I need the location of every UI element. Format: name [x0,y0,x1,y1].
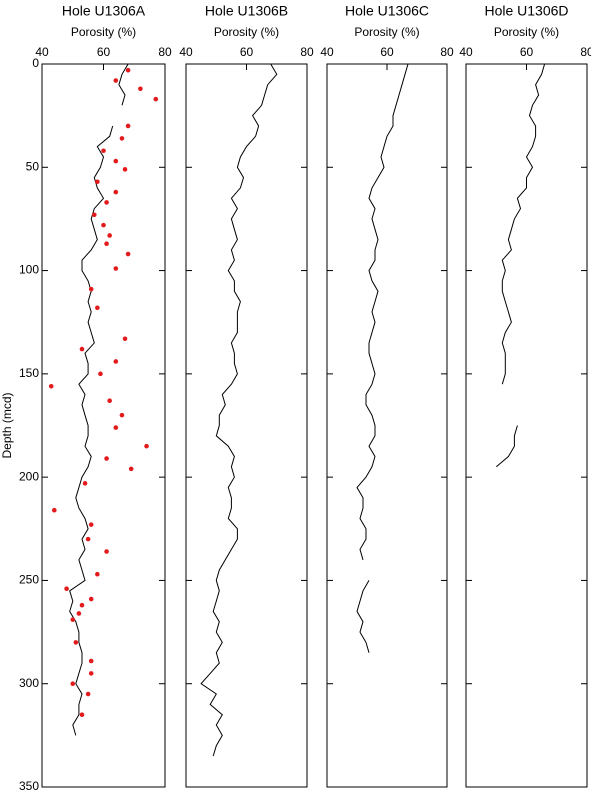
plot-frame [326,63,448,788]
plot-frame [41,63,166,788]
panel-title: Hole U1306B [205,3,288,19]
sample-point [125,251,131,257]
x-tick-label: 80 [440,45,454,59]
porosity-line [356,63,409,653]
x-tick-label: 60 [240,45,254,59]
y-tick-label: 0 [32,56,39,70]
sample-point [113,266,119,271]
sample-point [107,233,112,238]
x-tick-label: 60 [520,45,534,59]
sample-point [85,536,91,542]
x-tick-label: 80 [158,45,172,59]
sample-point [95,305,100,311]
sample-point [125,67,131,73]
sample-point [113,189,119,195]
sample-point [88,522,94,527]
y-tick-label: 50 [26,159,40,173]
x-tick-label: 60 [380,45,394,59]
sample-point [122,167,128,172]
sample-point [128,466,134,472]
sample-point [79,346,85,352]
sample-point [104,241,109,247]
sample-point [107,398,112,404]
x-tick-label: 40 [459,45,473,59]
y-tick-label: 200 [19,469,39,483]
sample-point [88,671,94,676]
y-tick-label: 100 [19,263,39,277]
panel-title: Hole U1306C [345,3,429,19]
x-tick-label: 40 [320,45,334,59]
sample-point [113,158,119,164]
sample-point [101,148,106,154]
sample-point [104,200,109,205]
sample-point [73,640,79,645]
x-tick-label: 80 [580,45,591,59]
x-tick-label: 80 [300,45,314,59]
plot-frame [185,63,308,788]
sample-point [95,571,100,577]
sample-point [85,691,91,697]
y-axis-label: Depth (mcd) [0,392,14,458]
panel-title: Hole U1306D [484,3,568,19]
y-tick-label: 250 [19,573,39,587]
sample-point [70,681,76,687]
sample-point [70,617,76,622]
sample-point [79,602,85,608]
sample-point [88,596,94,602]
sample-point [101,222,106,228]
sample-point [125,123,131,129]
sample-point [122,336,128,342]
sample-point [119,136,125,141]
sample-point [153,96,159,102]
sample-point [104,549,109,554]
sample-point [95,179,100,185]
x-tick-label: 40 [179,45,193,59]
y-tick-label: 300 [19,676,39,690]
x-tick-label: 40 [35,45,49,59]
sample-point [138,86,143,92]
sample-point [113,425,119,430]
y-tick-label: 350 [19,779,39,793]
porosity-line [495,63,546,468]
sample-point [88,286,94,292]
x-tick-label: 60 [97,45,111,59]
sample-point [113,78,119,83]
sample-point [64,586,69,591]
sample-point [104,456,109,461]
sample-point [98,371,103,377]
porosity-line [200,63,278,757]
x-axis-label: Porosity (%) [494,25,559,39]
sample-point [76,611,82,616]
x-axis-label: Porosity (%) [354,25,419,39]
sample-point [48,383,54,389]
x-axis-label: Porosity (%) [71,25,136,39]
sample-point [52,507,57,513]
sample-point [113,359,119,364]
sample-point [119,412,125,418]
sample-point [144,443,149,449]
sample-point [82,481,88,486]
porosity-line [69,63,129,736]
sample-point [91,212,97,218]
panel-title: Hole U1306A [62,3,146,19]
sample-point [88,658,94,664]
x-axis-label: Porosity (%) [214,25,279,39]
sample-point [79,712,85,717]
plot-frame [465,63,588,788]
y-tick-label: 150 [19,366,39,380]
